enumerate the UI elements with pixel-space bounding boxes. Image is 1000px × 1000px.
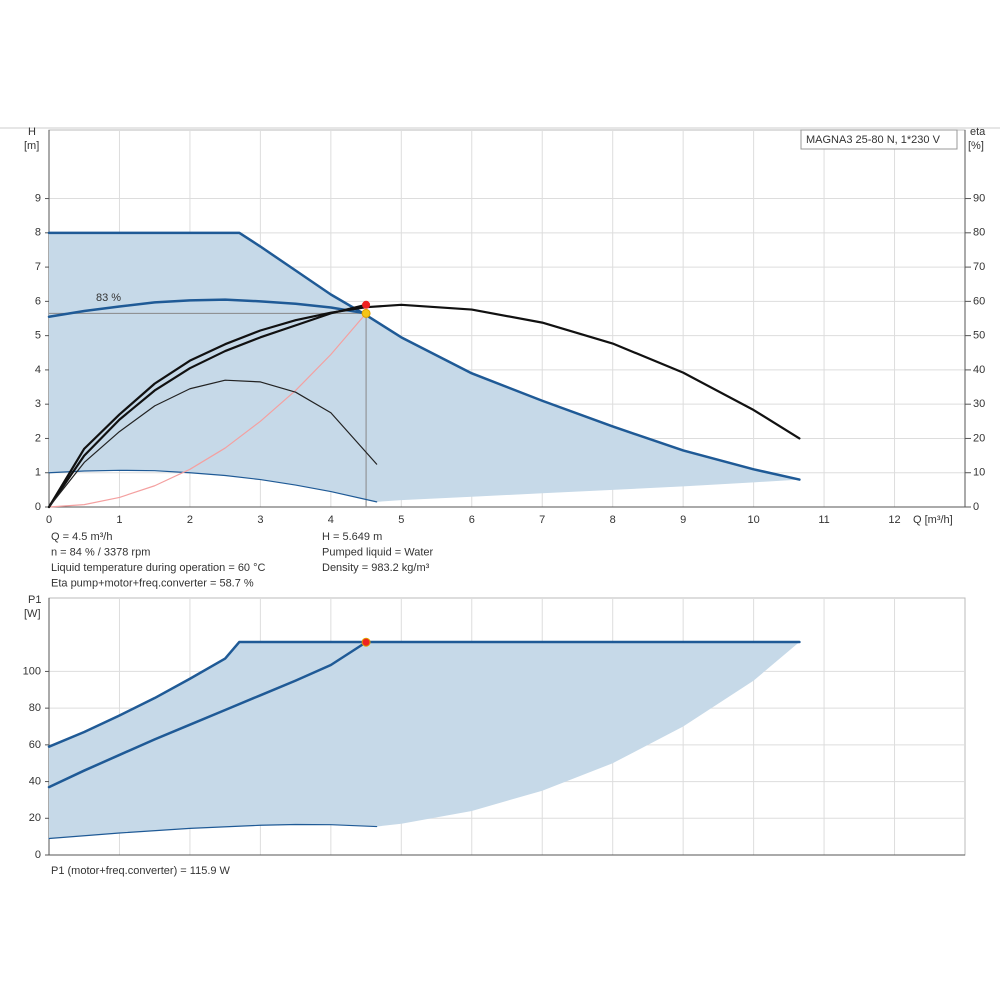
curve-label: 83 % [96,292,121,304]
y2-tick-label: 70 [973,261,985,273]
operating-area [49,232,800,502]
y-tick-label: 4 [35,364,41,376]
info-text: Density = 983.2 kg/m³ [322,562,430,574]
y-tick-label: 60 [29,739,41,751]
info-text: Pumped liquid = Water [322,546,434,558]
y2-tick-label: 90 [973,192,985,204]
y-tick-label: 7 [35,261,41,273]
y-tick-label: 5 [35,330,41,342]
title-box [800,129,958,150]
y2-tick-label: 30 [973,398,985,410]
y-unit: [W] [24,608,41,620]
operating-area [49,642,800,839]
curve [47,640,368,789]
y-tick-label: 100 [23,665,41,677]
y2-tick-label: 0 [973,501,979,513]
x-tick-label: 5 [398,514,404,526]
duty-point [361,308,371,318]
info-text: Liquid temperature during operation = 60… [51,562,266,574]
y-tick-label: 9 [35,192,41,204]
y-tick-label: 0 [35,849,41,861]
duty-point [361,637,371,647]
y2-tick-label: 80 [973,227,985,239]
x-tick-label: 9 [680,514,686,526]
y2-tick-label: 60 [973,295,985,307]
curve [47,303,368,509]
y2-label: eta [970,126,986,138]
eta-point [362,300,371,309]
x-tick-label: 3 [257,514,263,526]
curve [48,823,378,840]
y2-tick-label: 50 [973,330,985,342]
x-tick-label: 2 [187,514,193,526]
x-label: Q [m³/h] [913,514,953,526]
curve [48,312,367,508]
curve [47,231,801,481]
curve [48,379,378,508]
x-tick-label: 12 [888,514,900,526]
x-tick-label: 4 [328,514,334,526]
y2-tick-label: 10 [973,467,985,479]
y-tick-label: 40 [29,775,41,787]
y-unit: [m] [24,140,39,152]
x-tick-label: 8 [610,514,616,526]
y-label: H [28,126,36,138]
y-tick-label: 2 [35,432,41,444]
y2-tick-label: 20 [973,432,985,444]
curve [47,640,801,748]
x-tick-label: 6 [469,514,475,526]
info-text: Eta pump+motor+freq.converter = 58.7 % [51,577,254,589]
curve [47,298,368,319]
y2-tick-label: 40 [973,364,985,376]
info-text: n = 84 % / 3378 rpm [51,546,150,558]
y-label: P1 [28,594,41,606]
y-tick-label: 8 [35,227,41,239]
x-tick-label: 0 [46,514,52,526]
chart-title: MAGNA3 25-80 N, 1*230 V [806,134,941,146]
x-tick-label: 7 [539,514,545,526]
y-tick-label: 3 [35,398,41,410]
y-tick-label: 20 [29,812,41,824]
curve [48,469,378,503]
info-text: H = 5.649 m [322,531,382,543]
info-text: Q = 4.5 m³/h [51,531,112,543]
x-tick-label: 11 [818,514,829,526]
x-tick-label: 1 [116,514,122,526]
y-tick-label: 0 [35,501,41,513]
y-tick-label: 1 [35,467,41,479]
x-tick-label: 10 [747,514,759,526]
y-tick-label: 80 [29,702,41,714]
y2-unit: [%] [968,140,984,152]
y-tick-label: 6 [35,295,41,307]
info-text: P1 (motor+freq.converter) = 115.9 W [51,865,231,877]
